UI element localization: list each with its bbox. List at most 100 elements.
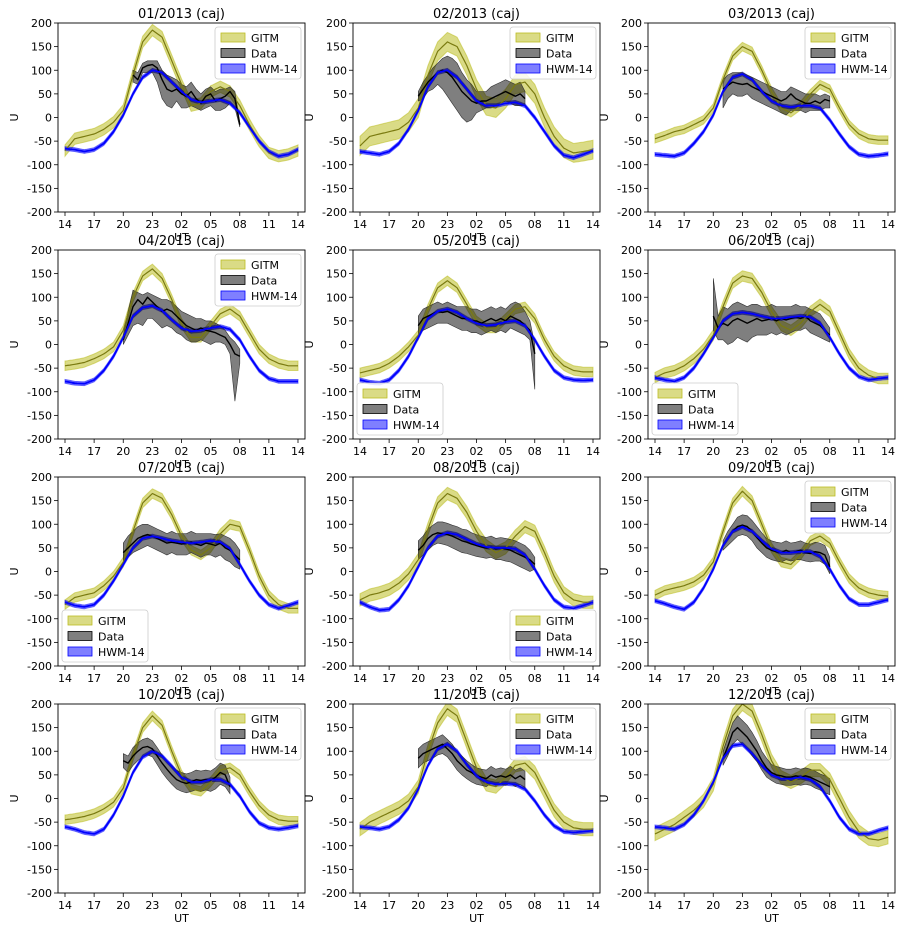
x-tick-label: 05 [794,672,808,685]
gitm-line [359,708,593,830]
x-axis-label: UT [764,458,779,471]
legend-label: GITM [546,32,574,45]
plot-area [359,704,594,837]
legend-swatch [67,615,93,626]
plot-area [654,485,889,612]
hwm-line [64,304,298,385]
plot-area [654,704,889,848]
y-tick-label: -100 [322,840,347,853]
legend-swatch [515,48,541,58]
x-tick-label: 17 [87,445,101,458]
y-tick-label: 0 [635,339,642,352]
legend-label: GITM [393,388,421,401]
y-tick-label: 100 [621,64,642,77]
y-tick-label: 150 [31,495,52,508]
legend-swatch [810,713,836,724]
y-tick-label: 50 [38,88,52,101]
legend-swatch [220,290,246,301]
x-tick-label: 08 [233,218,247,231]
y-tick-label: 150 [326,495,347,508]
y-tick-label: -50 [624,135,642,148]
x-tick-label: 20 [706,672,720,685]
x-tick-label: 11 [852,672,866,685]
x-tick-label: 05 [204,899,218,912]
legend: GITM Data HWM-14 [214,26,302,80]
legend: GITM Data HWM-14 [804,707,892,761]
x-tick-label: 11 [557,218,571,231]
legend: GITM Data HWM-14 [804,26,892,80]
legend-swatch [515,646,541,657]
y-axis-label: U [303,113,316,121]
x-axis-label: UT [469,458,484,471]
x-tick-label: 11 [557,672,571,685]
x-axis-label: UT [764,912,779,925]
x-tick-label: 17 [87,672,101,685]
y-axis-label: U [8,794,21,802]
data-line [722,81,831,104]
legend-label: Data [393,404,419,417]
hwm-band [654,524,889,612]
data-line [417,532,536,565]
legend: GITM Data HWM-14 [509,26,597,80]
x-tick-label: 17 [382,445,396,458]
y-tick-label: 0 [635,793,642,806]
x-tick-label: 14 [648,672,662,685]
y-tick-label: -50 [329,362,347,375]
x-tick-label: 08 [528,672,542,685]
y-tick-label: 0 [340,112,347,125]
x-tick-label: 14 [353,672,367,685]
y-tick-label: -200 [617,206,642,219]
y-tick-label: -50 [624,589,642,602]
gitm-line [654,704,889,841]
x-tick-label: 05 [499,672,513,685]
legend-swatch [810,486,836,497]
x-axis-label: UT [174,685,189,698]
x-tick-label: 23 [440,445,454,458]
subplot-title: 03/2013 (caj) [728,7,815,22]
legend-swatch [810,63,836,74]
legend-swatch [515,615,541,626]
y-tick-label: -100 [617,159,642,172]
subplot-title: 06/2013 (caj) [728,234,815,249]
legend-label: HWM-14 [546,63,593,76]
y-tick-label: -200 [27,660,52,673]
x-tick-label: 14 [881,445,895,458]
y-tick-label: 200 [621,471,642,484]
y-tick-label: 0 [45,566,52,579]
y-tick-label: 100 [621,745,642,758]
legend-swatch [220,259,246,270]
y-axis-label: U [303,567,316,575]
plot-area [64,23,299,163]
x-tick-label: 08 [528,899,542,912]
x-tick-label: 14 [291,899,305,912]
y-tick-label: -100 [27,386,52,399]
legend: GITM Data HWM-14 [509,707,597,761]
x-tick-label: 14 [648,218,662,231]
y-axis-label: U [8,567,21,575]
y-tick-label: 100 [621,518,642,531]
y-tick-label: -50 [34,135,52,148]
x-tick-label: 20 [116,218,130,231]
y-tick-label: -150 [617,182,642,195]
legend-label: GITM [841,486,869,499]
x-tick-label: 23 [735,218,749,231]
legend-swatch [220,275,246,285]
legend-label: HWM-14 [251,290,298,303]
y-tick-label: 50 [333,88,347,101]
subplot-11: 200 150 100 50 0 -50 -100 -150 -200 14 17 20 23 02 05 0… [303,688,601,925]
y-tick-label: -50 [34,589,52,602]
legend-label: HWM-14 [393,419,440,432]
subplot-title: 02/2013 (caj) [433,7,520,22]
legend-swatch [810,502,836,512]
hwm-line [654,311,889,383]
y-tick-label: 50 [628,542,642,555]
y-tick-label: -200 [617,433,642,446]
y-tick-label: 100 [621,291,642,304]
y-tick-label: -150 [322,409,347,422]
subplot-1: 200 150 100 50 0 -50 -100 -150 -200 14 17 20 23 02 05 0… [8,7,306,244]
x-tick-label: 23 [145,672,159,685]
x-tick-label: 23 [145,218,159,231]
legend-label: Data [841,48,867,61]
y-tick-label: -50 [329,135,347,148]
x-axis-label: UT [469,231,484,244]
